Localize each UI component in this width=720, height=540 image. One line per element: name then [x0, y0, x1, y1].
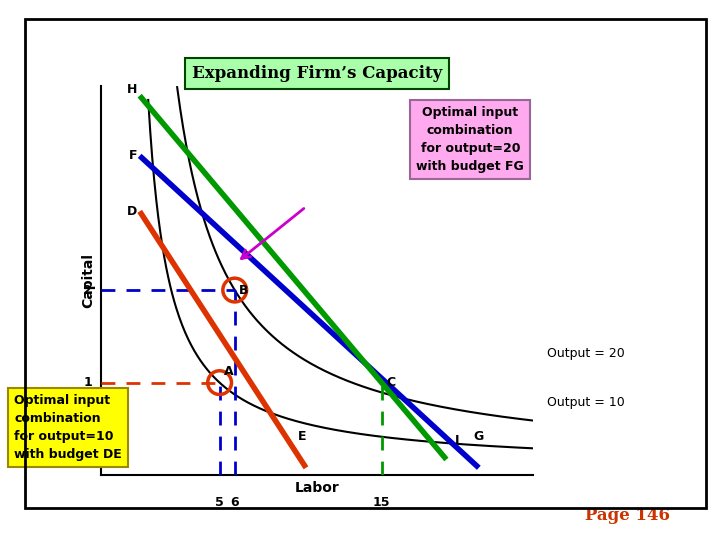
Text: I: I: [455, 434, 459, 448]
Text: 15: 15: [373, 496, 390, 509]
Text: 5: 5: [215, 496, 224, 509]
Text: Optimal input
combination
for output=10
with budget DE: Optimal input combination for output=10 …: [14, 394, 122, 461]
Text: C: C: [386, 376, 395, 389]
Text: H: H: [127, 83, 138, 96]
Text: F: F: [129, 150, 138, 163]
X-axis label: Labor: Labor: [294, 481, 339, 495]
Text: 2: 2: [84, 284, 92, 296]
Text: D: D: [127, 205, 138, 218]
Text: E: E: [297, 430, 306, 443]
Text: B: B: [239, 284, 248, 296]
Title: Expanding Firm’s Capacity: Expanding Firm’s Capacity: [192, 65, 442, 82]
Text: Output = 10: Output = 10: [547, 396, 625, 409]
Text: G: G: [474, 430, 484, 443]
Text: Page 146: Page 146: [585, 507, 670, 524]
Text: 6: 6: [230, 496, 239, 509]
Text: A: A: [224, 365, 233, 378]
Text: 1: 1: [84, 376, 92, 389]
Y-axis label: Capital: Capital: [81, 253, 95, 308]
Text: Output = 20: Output = 20: [547, 347, 625, 360]
Text: Optimal input
combination
for output=20
with budget FG: Optimal input combination for output=20 …: [416, 106, 524, 173]
